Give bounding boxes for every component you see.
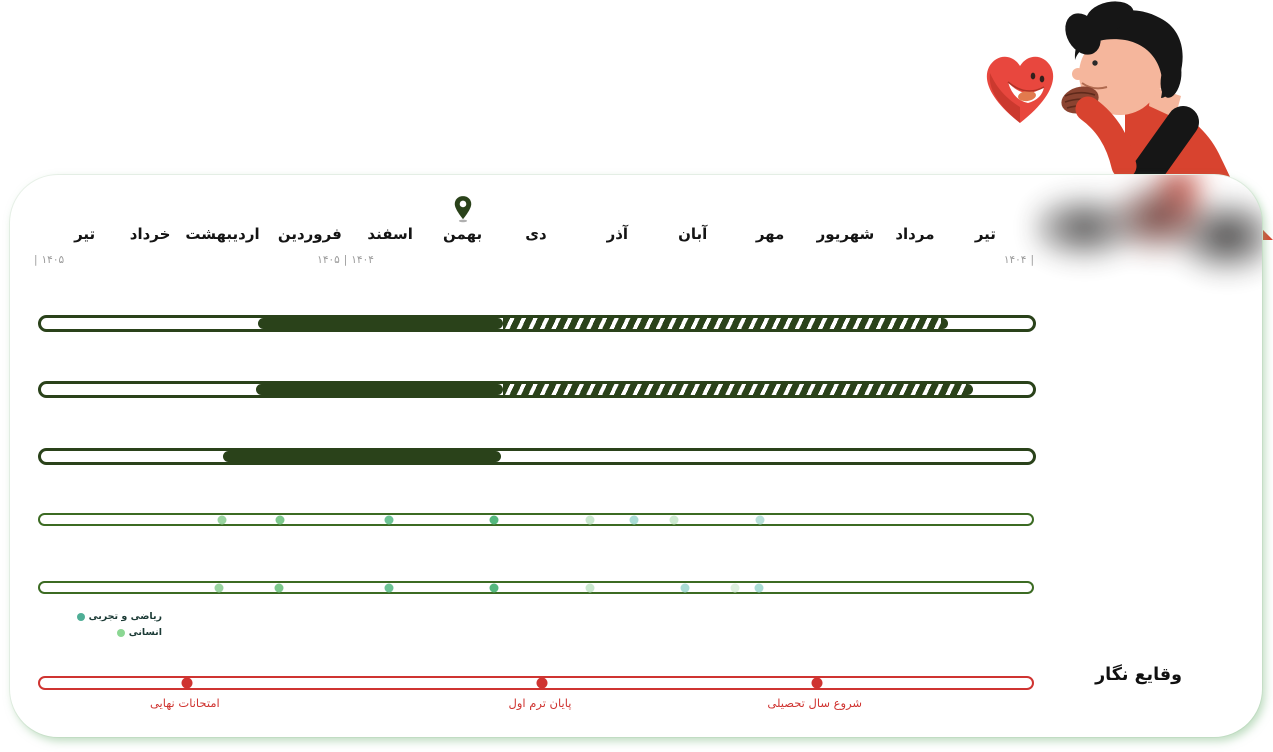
timeline-event-dot[interactable] xyxy=(811,677,823,689)
event-dots-track-1 xyxy=(38,513,1034,526)
progress-segment-striped xyxy=(503,318,948,329)
month-label-8: آبان xyxy=(678,225,708,243)
legend-item-1: انسانی xyxy=(116,627,162,638)
character-head xyxy=(1079,33,1161,115)
event-dot[interactable] xyxy=(585,583,595,592)
months-axis: تیر خرداد اردیبهشت فروردین اسفند بهمن دی آذر آبا… xyxy=(38,225,1030,249)
progress-track-2 xyxy=(38,381,1036,398)
legend-label: ریاضی و تجربی xyxy=(88,611,162,622)
month-label-12: تیر xyxy=(974,225,996,243)
year-separator: | xyxy=(34,254,38,266)
heart-icon xyxy=(986,56,1054,123)
month-label-0: تیر xyxy=(74,225,96,243)
timeline-event-label: پایان ترم اول xyxy=(508,696,572,710)
character-hair xyxy=(1065,1,1183,98)
month-label-2: اردیبهشت xyxy=(185,225,260,243)
timeline-event-dot[interactable] xyxy=(536,677,548,689)
month-label-1: خرداد xyxy=(129,225,171,243)
month-label-7: آذر xyxy=(606,225,629,243)
year-value: ۱۴۰۵ xyxy=(41,254,65,266)
blurred-region xyxy=(1032,175,1262,293)
month-label-11: مرداد xyxy=(895,225,935,243)
year-marker-left: | ۱۴۰۵ xyxy=(34,254,64,266)
year-separator: | xyxy=(343,254,348,266)
progress-track-1 xyxy=(38,315,1036,332)
event-dot[interactable] xyxy=(754,583,764,592)
event-dot[interactable] xyxy=(669,515,679,524)
event-dot[interactable] xyxy=(629,515,639,524)
event-dot[interactable] xyxy=(680,583,690,592)
event-dot[interactable] xyxy=(384,515,394,524)
month-label-9: مهر xyxy=(755,225,785,243)
timeline-event-label: شروع سال تحصیلی xyxy=(767,696,863,710)
legend-label: انسانی xyxy=(128,627,162,638)
month-label-3: فروردین xyxy=(277,225,342,243)
year-marker-boundary: ۱۴۰۵ | ۱۴۰۴ xyxy=(317,254,374,266)
progress-segment-solid xyxy=(256,384,504,395)
timeline-event-label: امتحانات نهایی xyxy=(149,696,220,710)
legend-color-dot xyxy=(116,628,125,637)
month-label-5: بهمن xyxy=(443,225,483,243)
event-dot[interactable] xyxy=(217,515,227,524)
event-dot[interactable] xyxy=(489,515,499,524)
year-value: ۱۴۰۴ xyxy=(351,254,374,266)
event-dot[interactable] xyxy=(755,515,765,524)
month-label-10: شهریور xyxy=(816,225,875,243)
legend-item-0: ریاضی و تجربی xyxy=(76,611,162,622)
legend-color-dot xyxy=(76,612,85,621)
page-title: وقایع نگار xyxy=(1095,665,1182,685)
event-dot[interactable] xyxy=(274,583,284,592)
event-dots-track-2 xyxy=(38,581,1034,594)
years-axis: | ۱۴۰۵ ۱۴۰۵ | ۱۴۰۴ ۱۴۰۴ | xyxy=(34,254,1034,270)
character-eye xyxy=(1092,60,1098,66)
pin-layer xyxy=(38,193,1030,227)
timeline-event-dot[interactable] xyxy=(181,677,193,689)
timeline-event-labels: شروع سال تحصیلی پایان ترم اول امتحانات نها… xyxy=(38,696,1030,714)
progress-segment-solid xyxy=(258,318,504,329)
month-label-4: اسفند xyxy=(367,225,413,243)
legend: ریاضی و تجربی انسانی xyxy=(38,611,162,638)
year-value: ۱۴۰۴ xyxy=(1003,254,1027,266)
event-dot[interactable] xyxy=(275,515,285,524)
event-dot[interactable] xyxy=(489,583,499,592)
event-dot[interactable] xyxy=(730,583,740,592)
event-dot[interactable] xyxy=(214,583,224,592)
location-pin-icon xyxy=(452,193,474,229)
school-year-timeline xyxy=(38,676,1034,690)
progress-segment-solid xyxy=(222,451,502,462)
year-separator: | xyxy=(1030,254,1034,266)
progress-track-3 xyxy=(38,448,1036,465)
event-dot[interactable] xyxy=(585,515,595,524)
event-dot[interactable] xyxy=(384,583,394,592)
month-label-6: دی xyxy=(525,225,547,243)
progress-segment-striped xyxy=(503,384,973,395)
timeline-card: تیر خرداد اردیبهشت فروردین اسفند بهمن دی آذر آبا… xyxy=(10,175,1262,737)
year-marker-right: ۱۴۰۴ | xyxy=(1004,254,1034,266)
year-value: ۱۴۰۵ xyxy=(317,254,340,266)
